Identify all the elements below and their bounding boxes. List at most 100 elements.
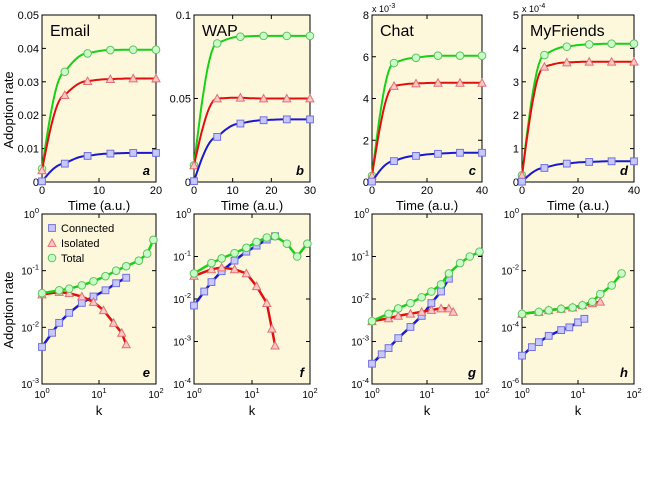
y-tick-label: 10-2: [21, 319, 39, 334]
isolated-marker: [267, 323, 277, 333]
x-axis-label: k: [424, 403, 431, 418]
y-tick-label: 1: [513, 144, 519, 156]
total-marker: [282, 239, 292, 249]
series-connected: [368, 148, 486, 186]
panel-title: MyFriends: [530, 23, 605, 40]
y-tick-label: 10-2: [173, 291, 191, 306]
connected-marker: [122, 273, 131, 282]
y-tick-label: 10-3: [173, 334, 191, 349]
connected-marker: [152, 149, 160, 157]
connected-marker: [190, 301, 198, 310]
isolated-marker: [595, 296, 606, 306]
row2-ylabel: Adoption rate: [1, 271, 16, 348]
total-marker: [236, 32, 245, 42]
isolated-marker: [433, 77, 443, 87]
x-axis-label: k: [249, 403, 256, 418]
total-marker: [142, 249, 152, 258]
series-total: [517, 269, 626, 319]
isolated-marker: [426, 304, 437, 314]
isolated-marker: [108, 317, 119, 327]
total-marker: [544, 305, 554, 315]
connected-marker: [557, 326, 566, 334]
y-tick-label: 0: [513, 177, 519, 189]
isolated-marker: [539, 61, 550, 71]
y-tick-label: 0: [33, 177, 39, 189]
isolated-marker: [411, 78, 421, 88]
connected-marker: [101, 286, 110, 295]
isolated-marker: [116, 327, 127, 337]
x-tick-label: 0: [369, 185, 375, 197]
connected-marker: [55, 318, 64, 327]
x-axis-label: k: [575, 403, 582, 418]
total-marker: [584, 40, 594, 49]
total-marker: [189, 269, 199, 278]
total-marker: [433, 51, 443, 61]
isolated-marker: [59, 90, 70, 100]
total-marker: [629, 39, 639, 49]
total-marker: [540, 50, 549, 60]
isolated-marker: [241, 268, 252, 278]
total-marker: [534, 307, 544, 317]
connected-marker: [527, 343, 536, 352]
isolated-marker: [88, 296, 99, 306]
isolated-marker: [477, 77, 487, 87]
ticks: 100 101 102 10-6 10-4 10-2 100: [501, 206, 641, 401]
connected-marker: [574, 318, 582, 327]
legend-label: Connected: [61, 223, 114, 235]
series-total: [517, 39, 639, 180]
total-marker: [455, 51, 465, 61]
series-line: [521, 272, 623, 316]
connected-marker: [412, 152, 420, 160]
connected-marker: [368, 177, 376, 186]
connected-marker: [585, 158, 594, 166]
x-tick-label: 102: [148, 386, 163, 401]
panel-e: 100 101 102 10-3 10-2 10-1 100 e k: [21, 206, 163, 418]
connected-marker: [38, 177, 46, 186]
x-tick-label: 40: [628, 185, 640, 197]
panel-letter: e: [143, 365, 150, 380]
y-tick-label: 2: [513, 110, 519, 122]
x-tick-label: 0: [39, 185, 45, 197]
x-tick-label: 100: [364, 386, 379, 401]
isolated-marker: [235, 92, 246, 102]
y-tick-label: 5: [513, 10, 519, 22]
connected-marker: [580, 314, 589, 323]
connected-marker: [259, 116, 268, 125]
y-tick-label: 100: [176, 206, 191, 221]
y-tick-label: 100: [354, 206, 369, 221]
total-marker: [427, 287, 436, 296]
plot-area: [41, 14, 157, 183]
isolated-marker: [455, 77, 465, 87]
isolated-marker: [584, 56, 595, 66]
isolated-marker: [98, 305, 109, 315]
x-tick-label: 102: [302, 386, 317, 401]
isolated-marker: [416, 306, 427, 316]
x-axis-label: Time (a.u.): [396, 198, 458, 213]
y-tick-label: 100: [24, 206, 39, 221]
total-marker: [106, 45, 115, 55]
total-marker: [607, 281, 617, 290]
connected-marker: [565, 323, 574, 332]
legend-label: Total: [61, 253, 84, 265]
total-marker: [587, 297, 597, 307]
isolated-marker: [121, 339, 132, 349]
series-total: [367, 247, 484, 326]
isolated-marker: [405, 308, 416, 318]
connected-marker: [390, 157, 398, 166]
isolated-marker: [212, 93, 223, 103]
y-tick-label: 0: [185, 177, 191, 189]
x-tick-label: 102: [474, 386, 489, 401]
connected-marker: [282, 115, 291, 124]
total-marker: [252, 237, 261, 247]
total-marker: [556, 304, 566, 314]
x-tick-label: 20: [421, 185, 433, 197]
isolated-marker: [216, 262, 227, 272]
total-marker: [282, 31, 292, 41]
connected-marker: [456, 148, 464, 157]
total-marker: [77, 281, 87, 290]
x-tick-label: 101: [91, 386, 106, 401]
series-isolated: [517, 56, 639, 180]
panel-c: 0 20 40 0 2 4 6 8x 10-3 Chat c Time (a.u.): [363, 3, 488, 213]
total-marker: [83, 49, 92, 58]
series-total: [37, 45, 161, 173]
